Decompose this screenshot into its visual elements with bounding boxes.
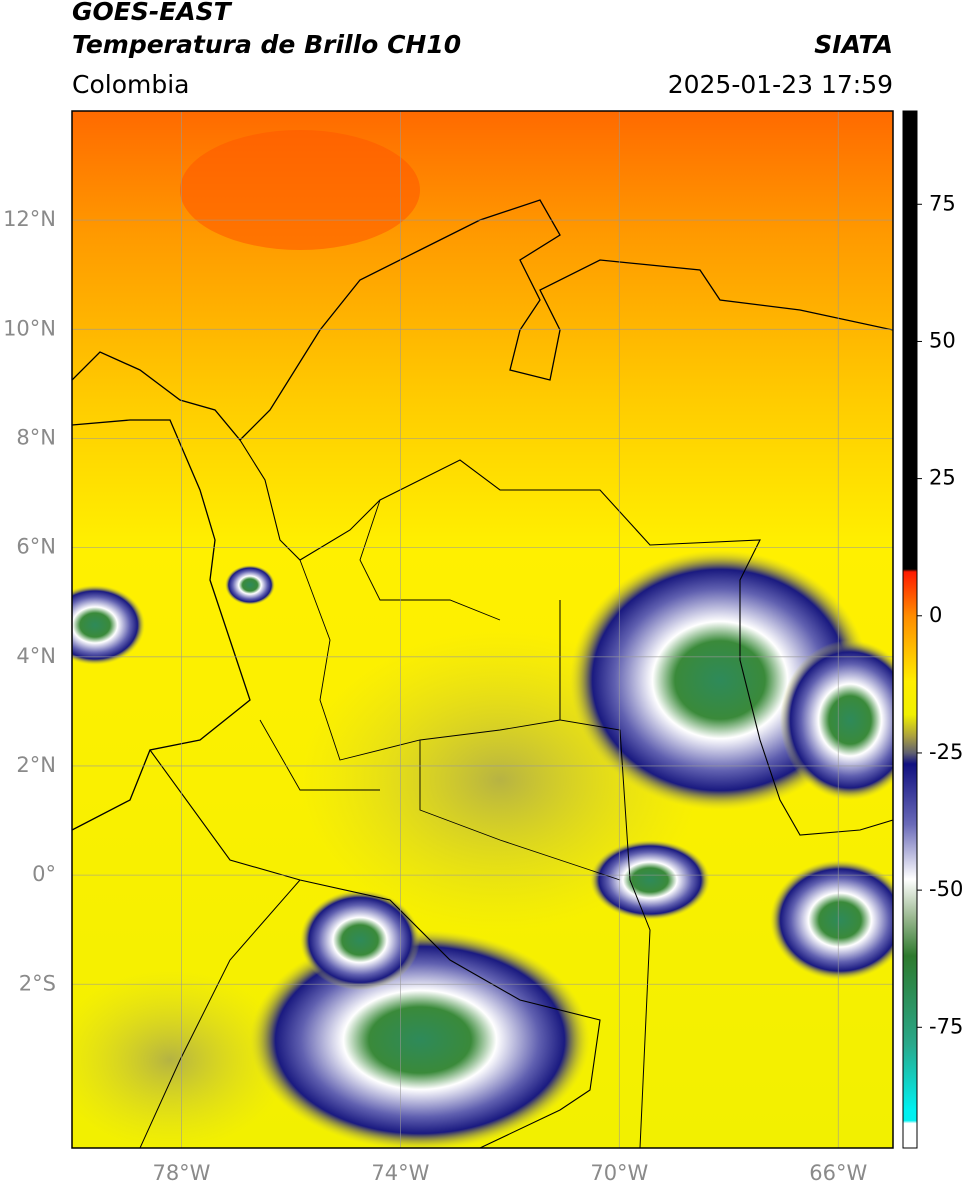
map-frame: [71, 110, 894, 1149]
y-tick-label: 0°: [32, 862, 56, 886]
y-tick-label: 2°N: [16, 753, 56, 777]
colorbar-tick-label: 75: [929, 191, 956, 215]
colorbar-tick-label: 25: [929, 466, 956, 490]
y-tick-label: 8°N: [16, 425, 56, 449]
x-tick-label: 66°W: [809, 1161, 867, 1185]
colorbar-tick-label: 0: [929, 603, 942, 627]
satellite-image: [72, 111, 893, 1148]
y-tick-label: 4°N: [16, 644, 56, 668]
colorbar: [902, 110, 918, 1149]
x-tick-label: 74°W: [371, 1161, 429, 1185]
colorbar-tick-label: -50: [929, 877, 963, 901]
y-tick-label: 6°N: [16, 535, 56, 559]
title: GOES-EAST: [72, 0, 233, 26]
colorbar-tick-label: -75: [929, 1014, 963, 1038]
subtitle: Temperatura de Brillo CH10: [72, 30, 461, 59]
datetime: 2025-01-23 17:59: [668, 70, 893, 99]
colorbar-tick-label: -25: [929, 740, 963, 764]
y-tick-label: 12°N: [3, 207, 56, 231]
source: SIATA: [814, 30, 893, 59]
x-tick-label: 70°W: [590, 1161, 648, 1185]
region: Colombia: [72, 70, 189, 99]
y-tick-label: 2°S: [19, 971, 56, 995]
y-tick-label: 10°N: [3, 316, 56, 340]
x-tick-label: 78°W: [152, 1161, 210, 1185]
colorbar-tick-label: 50: [929, 328, 956, 352]
